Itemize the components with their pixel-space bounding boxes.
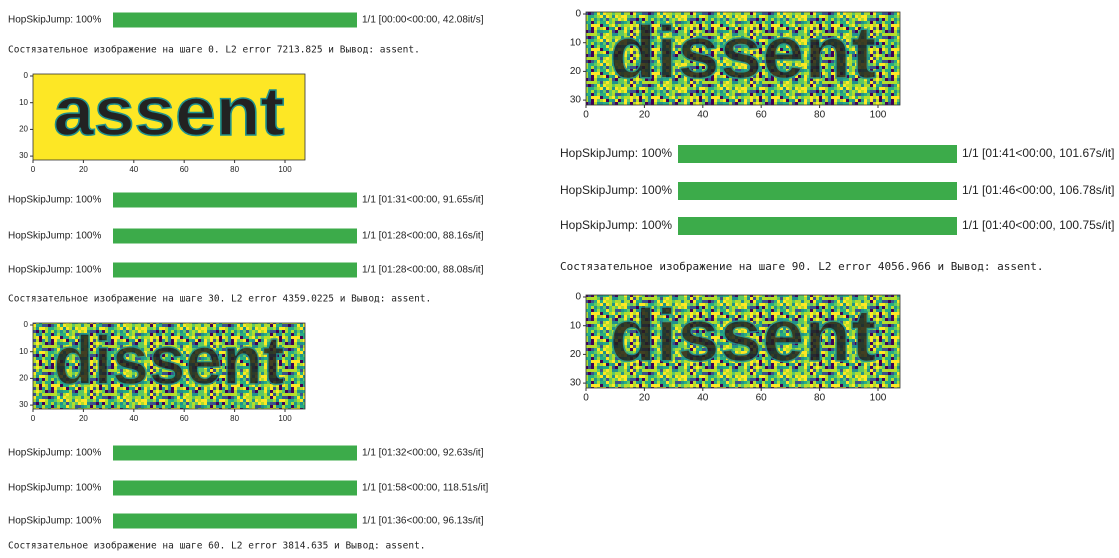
y-tick-label: 30 xyxy=(570,378,582,389)
x-tick-label: 60 xyxy=(180,414,189,423)
progress-bar xyxy=(113,193,357,208)
y-tick-label: 10 xyxy=(570,320,582,331)
x-tick-label: 100 xyxy=(870,110,887,121)
y-tick-label: 0 xyxy=(575,292,581,303)
output-message: Состязательное изображение на шаге 30. L… xyxy=(8,294,431,305)
x-tick-label: 40 xyxy=(697,393,709,404)
x-tick-label: 80 xyxy=(814,393,826,404)
x-tick-label: 100 xyxy=(278,414,292,423)
progress-label: HopSkipJump: 100% xyxy=(560,146,672,160)
progress-label: HopSkipJump: 100% xyxy=(8,448,101,459)
progress-label: HopSkipJump: 100% xyxy=(8,483,101,494)
progress-stats: 1/1 [01:46<00:00, 106.78s/it] xyxy=(962,183,1114,197)
y-tick-label: 30 xyxy=(19,400,28,409)
y-tick-label: 0 xyxy=(24,71,29,80)
progress-stats: 1/1 [01:28<00:00, 88.16s/it] xyxy=(362,231,484,242)
x-tick-label: 40 xyxy=(129,414,138,423)
x-tick-label: 40 xyxy=(129,165,138,174)
progress-bar xyxy=(113,446,357,461)
image-text: dissent xyxy=(610,11,877,94)
y-tick-label: 30 xyxy=(570,95,582,106)
progress-label: HopSkipJump: 100% xyxy=(560,183,672,197)
x-tick-label: 60 xyxy=(180,165,189,174)
progress-stats: 1/1 [01:28<00:00, 88.08s/it] xyxy=(362,265,484,276)
y-tick-label: 20 xyxy=(570,66,582,77)
progress-stats: 1/1 [01:32<00:00, 92.63s/it] xyxy=(362,448,484,459)
progress-bar xyxy=(113,263,357,278)
progress-bar xyxy=(678,182,957,200)
output-message: Состязательное изображение на шаге 0. L2… xyxy=(8,45,420,56)
notebook-output: HopSkipJump: 100% 1/1 [00:00<00:00, 42.08… xyxy=(0,0,1119,558)
x-tick-label: 80 xyxy=(814,110,826,121)
progress-bar xyxy=(113,13,357,28)
x-tick-label: 20 xyxy=(639,110,651,121)
progress-bar xyxy=(113,514,357,529)
x-tick-label: 100 xyxy=(278,165,292,174)
progress-bar xyxy=(678,145,957,163)
y-tick-label: 20 xyxy=(570,349,582,360)
x-tick-label: 20 xyxy=(79,414,88,423)
image-text: assent xyxy=(53,73,284,150)
x-tick-label: 20 xyxy=(79,165,88,174)
output-message: Состязательное изображение на шаге 60. L… xyxy=(8,541,426,552)
progress-stats: 1/1 [01:31<00:00, 91.65s/it] xyxy=(362,195,484,206)
progress-stats: 1/1 [00:00<00:00, 42.08it/s] xyxy=(362,15,484,26)
y-tick-label: 10 xyxy=(19,347,28,356)
page: HopSkipJump: 100% 1/1 [00:00<00:00, 42.08… xyxy=(0,0,1119,558)
progress-label: HopSkipJump: 100% xyxy=(8,195,101,206)
y-tick-label: 10 xyxy=(19,98,28,107)
progress-label: HopSkipJump: 100% xyxy=(8,265,101,276)
x-tick-label: 40 xyxy=(697,110,709,121)
x-tick-label: 100 xyxy=(870,393,887,404)
progress-bar xyxy=(678,217,957,235)
x-tick-label: 20 xyxy=(639,393,651,404)
progress-bar xyxy=(113,481,357,496)
x-tick-label: 60 xyxy=(756,110,768,121)
progress-bar xyxy=(113,229,357,244)
progress-label: HopSkipJump: 100% xyxy=(8,516,101,527)
y-tick-label: 20 xyxy=(19,374,28,383)
x-tick-label: 80 xyxy=(230,414,239,423)
y-tick-label: 0 xyxy=(24,320,29,329)
image-text: dissent xyxy=(610,294,877,377)
x-tick-label: 0 xyxy=(31,165,36,174)
progress-stats: 1/1 [01:58<00:00, 118.51s/it] xyxy=(362,483,489,494)
y-tick-label: 0 xyxy=(575,9,581,20)
progress-stats: 1/1 [01:41<00:00, 101.67s/it] xyxy=(962,146,1114,160)
progress-label: HopSkipJump: 100% xyxy=(8,231,101,242)
progress-stats: 1/1 [01:40<00:00, 100.75s/it] xyxy=(962,218,1114,232)
x-tick-label: 0 xyxy=(583,393,589,404)
y-tick-label: 20 xyxy=(19,125,28,134)
x-tick-label: 0 xyxy=(31,414,36,423)
y-tick-label: 30 xyxy=(19,151,28,160)
progress-stats: 1/1 [01:36<00:00, 96.13s/it] xyxy=(362,516,484,527)
image-text: dissent xyxy=(53,322,284,399)
progress-label: HopSkipJump: 100% xyxy=(560,218,672,232)
x-tick-label: 80 xyxy=(230,165,239,174)
output-message: Состязательное изображение на шаге 90. L… xyxy=(560,260,1043,273)
progress-label: HopSkipJump: 100% xyxy=(8,15,101,26)
x-tick-label: 0 xyxy=(583,110,589,121)
x-tick-label: 60 xyxy=(756,393,768,404)
y-tick-label: 10 xyxy=(570,37,582,48)
